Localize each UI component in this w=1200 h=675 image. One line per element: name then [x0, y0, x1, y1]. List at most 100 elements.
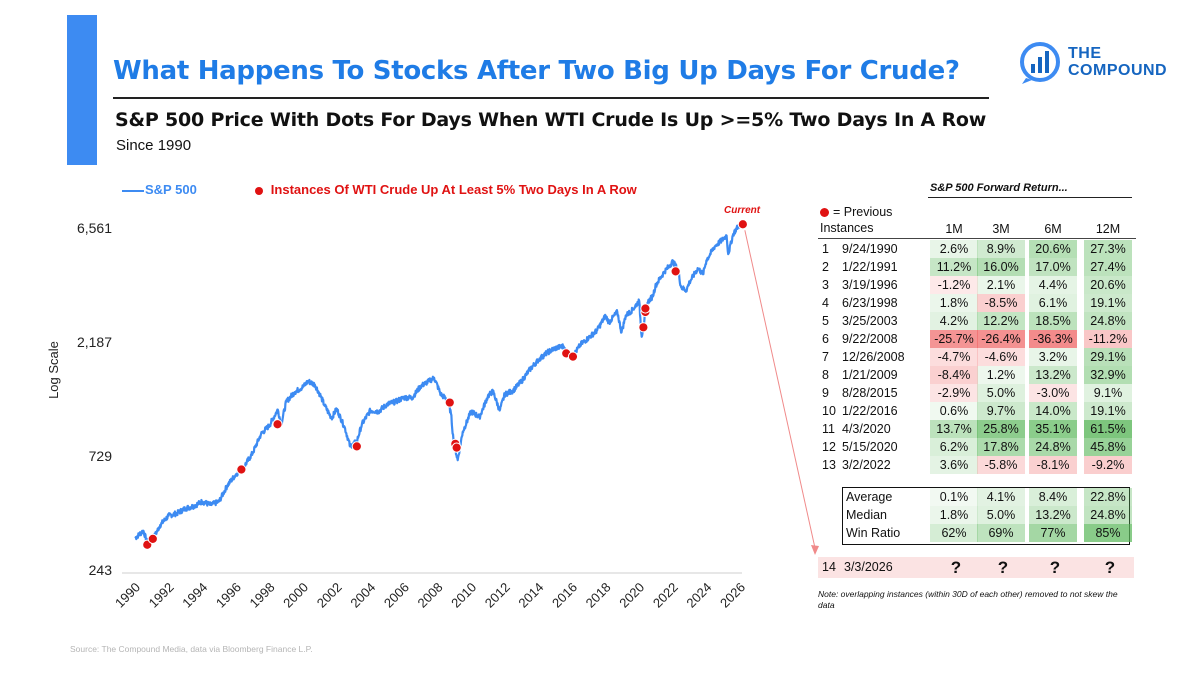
- y-tick-label: 2,187: [77, 334, 112, 350]
- return-cell: 1.8%: [930, 294, 978, 312]
- return-cell: -25.7%: [930, 330, 978, 348]
- y-tick-label: 243: [89, 562, 113, 578]
- return-cell: 14.0%: [1029, 402, 1077, 420]
- pending-value: ?: [950, 558, 962, 577]
- summary-label: Median: [846, 508, 887, 522]
- row-date: 3/2/2022: [842, 458, 891, 472]
- x-tick-label: 2008: [415, 580, 446, 611]
- instance-dot: [351, 441, 362, 452]
- table-note: Note: overlapping instances (within 30D …: [818, 589, 1118, 610]
- table-row: 1 9/24/1990 2.6% 8.9% 20.6% 27.3%: [818, 240, 1136, 258]
- x-tick-label: 2024: [683, 580, 714, 611]
- row-index: 3: [822, 278, 829, 292]
- return-cell: -26.4%: [977, 330, 1025, 348]
- return-cell: 45.8%: [1084, 438, 1132, 456]
- table-row: 12 5/15/2020 6.2% 17.8% 24.8% 45.8%: [818, 438, 1136, 456]
- row-date: 1/22/1991: [842, 260, 898, 274]
- logo-line-1: THE: [1068, 45, 1102, 62]
- y-axis: 243 729 2,187 6,561: [77, 220, 112, 578]
- sp500-line: [134, 222, 744, 548]
- compound-logo: THE COMPOUND: [1018, 40, 1178, 90]
- instance-dot: [638, 322, 649, 333]
- return-cell: 12.2%: [977, 312, 1025, 330]
- logo-line-2: COMPOUND: [1068, 62, 1168, 79]
- return-cell: -11.2%: [1084, 330, 1132, 348]
- return-cell: 35.1%: [1029, 420, 1077, 438]
- row-index: 8: [822, 368, 829, 382]
- return-cell: -1.2%: [930, 276, 978, 294]
- source-note: Source: The Compound Media, data via Blo…: [70, 644, 313, 654]
- return-cell: 3.2%: [1029, 348, 1077, 366]
- return-cell: 19.1%: [1084, 402, 1132, 420]
- legend-dot-swatch: [254, 186, 263, 195]
- row-index: 13: [822, 458, 836, 472]
- return-cell: -2.9%: [930, 384, 978, 402]
- pending-value: ?: [997, 558, 1009, 577]
- table-row: 11 4/3/2020 13.7% 25.8% 35.1% 61.5%: [818, 420, 1136, 438]
- row-date: 9/24/1990: [842, 242, 898, 256]
- return-cell: 4.2%: [930, 312, 978, 330]
- return-cell: 25.8%: [977, 420, 1025, 438]
- x-tick-label: 2012: [482, 580, 513, 611]
- y-axis-label: Log Scale: [46, 341, 61, 399]
- summary-cell: 69%: [977, 524, 1025, 542]
- row-index: 11: [822, 422, 835, 436]
- column-header-6m: 6M: [1044, 222, 1062, 236]
- instance-dot: [567, 351, 579, 362]
- table-title: S&P 500 Forward Return...: [930, 182, 1068, 194]
- pending-value: ?: [1049, 558, 1061, 577]
- legend-line-swatch: [122, 189, 144, 192]
- pending-row: 14 3/3/2026????: [818, 557, 1134, 578]
- table-row: 6 9/22/2008 -25.7% -26.4% -36.3% -11.2%: [818, 330, 1136, 348]
- x-tick-label: 2016: [549, 580, 580, 611]
- current-arrow: [744, 230, 816, 549]
- x-tick-label: 2018: [583, 580, 614, 611]
- current-arrow-head: [811, 545, 819, 555]
- return-cell: 9.1%: [1084, 384, 1132, 402]
- summary-label: Average: [846, 490, 893, 504]
- row-index: 9: [822, 386, 829, 400]
- return-cell: 27.4%: [1084, 258, 1132, 276]
- column-header-3m: 3M: [992, 222, 1010, 236]
- pending-date: 3/3/2026: [844, 560, 893, 574]
- summary-cell: 77%: [1029, 524, 1077, 542]
- return-cell: 11.2%: [930, 258, 978, 276]
- summary-cell: 22.8%: [1084, 488, 1132, 506]
- return-cell: 20.6%: [1084, 276, 1132, 294]
- prev-label-line2: Instances: [820, 221, 874, 235]
- summary-cell: 24.8%: [1084, 506, 1132, 524]
- row-date: 1/21/2009: [842, 368, 898, 382]
- summary-label: Win Ratio: [846, 526, 901, 540]
- instance-dot: [451, 442, 462, 453]
- column-header-1m: 1M: [945, 222, 963, 236]
- x-axis: 1990 1992 1994 1996 1998 2000 2002 2004 2006 2008…: [112, 580, 748, 611]
- return-cell: -5.8%: [977, 456, 1025, 474]
- return-cell: 1.2%: [977, 366, 1025, 384]
- return-cell: -4.6%: [977, 348, 1025, 366]
- row-index: 5: [822, 314, 829, 328]
- row-date: 9/22/2008: [842, 332, 898, 346]
- table-row: 13 3/2/2022 3.6% -5.8% -8.1% -9.2%: [818, 456, 1136, 474]
- table-title-rule: [928, 197, 1132, 198]
- x-tick-label: 1992: [146, 580, 177, 611]
- x-tick-label: 1996: [213, 580, 244, 611]
- summary-row: Average 0.1% 4.1% 8.4% 22.8%: [842, 488, 1132, 506]
- row-index: 1: [822, 242, 829, 256]
- return-cell: -8.5%: [977, 294, 1025, 312]
- summary-box: [842, 487, 1130, 545]
- x-tick-label: 1990: [112, 580, 143, 611]
- table-row: 2 1/22/1991 11.2% 16.0% 17.0% 27.4%: [818, 258, 1136, 276]
- row-date: 12/26/2008: [842, 350, 905, 364]
- return-cell: 32.9%: [1084, 366, 1132, 384]
- pending-value: ?: [1104, 558, 1116, 577]
- since-label: Since 1990: [116, 137, 192, 154]
- instance-dots: [142, 219, 748, 550]
- x-tick-label: 2002: [314, 580, 345, 611]
- return-cell: 0.6%: [930, 402, 978, 420]
- row-index: 4: [822, 296, 829, 310]
- logo-text: THE COMPOUND: [1068, 45, 1167, 79]
- return-cell: 13.7%: [930, 420, 978, 438]
- return-cell: 20.6%: [1029, 240, 1077, 258]
- return-cell: 16.0%: [977, 258, 1025, 276]
- instance-dot: [670, 266, 681, 277]
